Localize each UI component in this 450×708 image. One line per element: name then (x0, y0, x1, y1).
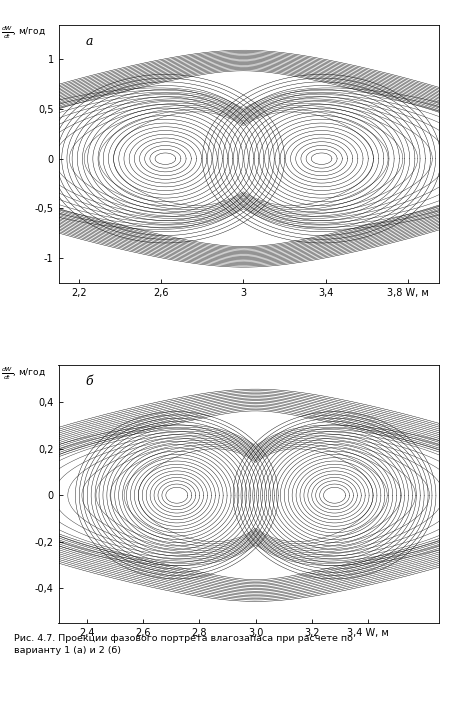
Text: б: б (85, 375, 93, 389)
Text: Рис. 4.7. Проекции фазового портрета влагозапаса при расчете по: Рис. 4.7. Проекции фазового портрета вла… (14, 634, 352, 643)
Text: $\frac{dW}{dt}$, м/год: $\frac{dW}{dt}$, м/год (1, 25, 46, 41)
Text: $\frac{dW}{dt}$, м/год: $\frac{dW}{dt}$, м/год (1, 365, 46, 382)
Text: варианту 1 (а) и 2 (б): варианту 1 (а) и 2 (б) (14, 646, 121, 655)
Text: a: a (85, 35, 93, 48)
